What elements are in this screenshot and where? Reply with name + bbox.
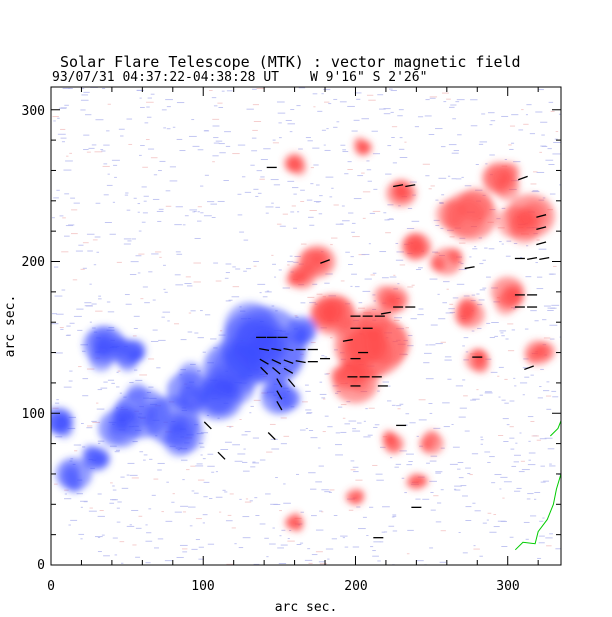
field-vector xyxy=(536,241,547,246)
plot-area xyxy=(51,87,561,565)
field-vector xyxy=(267,432,276,441)
field-vector xyxy=(276,390,283,400)
positive-polarity-region-lobe xyxy=(330,366,348,385)
y-tick-label-200: 200 xyxy=(22,255,45,270)
field-vector xyxy=(272,367,281,375)
positive-polarity-region-lobe xyxy=(388,292,405,310)
positive-polarity-region-lobe xyxy=(348,328,384,364)
field-vector xyxy=(539,256,550,260)
field-vector xyxy=(464,266,475,270)
positive-polarity-region-lobe xyxy=(449,250,464,265)
positive-polarity-region-lobe xyxy=(494,176,520,201)
field-vector xyxy=(271,358,282,365)
positive-polarity-region-lobe xyxy=(456,312,470,326)
chart-subtitle-date: 93/07/31 04:37:22-04:38:28 UT xyxy=(52,70,279,85)
chart-subtitle-position: W 9'16" S 2'26" xyxy=(310,70,427,85)
field-vector xyxy=(405,184,416,188)
y-axis-label: arc sec. xyxy=(3,295,18,358)
field-vector xyxy=(283,348,294,352)
field-vector xyxy=(217,451,226,460)
positive-polarity-region-lobe xyxy=(435,199,466,229)
field-vector xyxy=(276,401,283,411)
negative-polarity-region-lobe xyxy=(126,382,148,404)
field-vector xyxy=(524,365,534,371)
negative-polarity-region-lobe xyxy=(87,449,106,468)
negative-polarity-region-lobe xyxy=(166,415,204,453)
field-vector xyxy=(283,367,294,374)
field-vector xyxy=(283,359,294,364)
positive-polarity-region-lobe xyxy=(405,242,424,261)
y-tick-label-0: 0 xyxy=(37,558,45,573)
positive-polarity-region-lobe xyxy=(352,493,361,502)
negative-polarity-region-lobe xyxy=(67,478,83,493)
field-vector xyxy=(259,358,269,365)
positive-polarity-region-lobe xyxy=(364,143,371,151)
contour-line-2 xyxy=(549,420,561,437)
negative-polarity-region-lobe xyxy=(119,407,135,423)
positive-polarity-region-lobe xyxy=(501,162,520,181)
negative-polarity-region-lobe xyxy=(271,379,289,397)
x-tick-label-300: 300 xyxy=(496,579,519,594)
negative-polarity-region-lobe xyxy=(89,327,119,357)
field-vector xyxy=(259,348,270,352)
positive-polarity-region-lobe xyxy=(319,301,347,329)
field-vector xyxy=(295,360,306,364)
positive-polarity-region-lobe xyxy=(345,492,355,503)
positive-polarity-region-lobe xyxy=(433,259,445,271)
field-vector xyxy=(380,311,391,315)
positive-polarity-region-lobe xyxy=(495,294,516,315)
positive-polarity-region-lobe xyxy=(420,439,432,451)
field-vector xyxy=(342,338,353,342)
positive-polarity-region-lobe xyxy=(458,187,493,222)
field-vector xyxy=(393,184,404,188)
x-axis-label: arc sec. xyxy=(275,600,338,615)
field-vector xyxy=(536,226,547,231)
green-contours xyxy=(514,420,561,551)
field-vector xyxy=(527,256,538,260)
positive-polarity-region-lobe xyxy=(532,344,547,358)
positive-polarity-region-lobe xyxy=(459,298,476,315)
positive-polarity-region-lobe xyxy=(353,136,365,149)
positive-polarity-region-lobe xyxy=(472,358,483,368)
plot-frame xyxy=(50,86,562,566)
field-vector xyxy=(271,348,282,352)
contour-line-1 xyxy=(514,473,561,551)
negative-polarity-region-lobe xyxy=(295,331,308,345)
positive-polarity-region-lobe xyxy=(288,516,301,529)
x-tick-label-200: 200 xyxy=(344,579,367,594)
field-vector xyxy=(287,378,296,388)
field-vector xyxy=(276,378,283,388)
axis-ticks xyxy=(50,87,561,566)
x-tick-label-100: 100 xyxy=(191,579,214,594)
field-vector xyxy=(203,421,212,430)
field-vector xyxy=(536,214,547,218)
negative-polarity-region-lobe xyxy=(51,410,68,431)
positive-polarity-region-lobe xyxy=(286,158,300,172)
chart-title: Solar Flare Telescope (MTK) : vector mag… xyxy=(60,53,521,71)
negative-polarity-region-lobe xyxy=(178,362,203,386)
positive-polarity-region-lobe xyxy=(393,180,409,196)
magnetogram-polarity-regions xyxy=(51,136,556,532)
y-tick-label-100: 100 xyxy=(22,407,45,422)
positive-polarity-region-lobe xyxy=(508,212,540,244)
positive-polarity-region-lobe xyxy=(381,430,396,445)
field-vector xyxy=(518,175,528,181)
negative-polarity-region-lobe xyxy=(203,380,237,414)
negative-polarity-region-lobe xyxy=(178,381,198,400)
field-vector xyxy=(320,259,330,264)
y-tick-label-300: 300 xyxy=(22,104,45,119)
negative-polarity-region-lobe xyxy=(123,341,144,363)
positive-polarity-region-lobe xyxy=(288,265,307,284)
transverse-field-vectors xyxy=(203,166,550,539)
positive-polarity-region-lobe xyxy=(412,474,421,483)
x-tick-label-0: 0 xyxy=(47,579,55,594)
field-vector xyxy=(260,366,269,375)
negative-polarity-region-lobe xyxy=(62,463,81,481)
